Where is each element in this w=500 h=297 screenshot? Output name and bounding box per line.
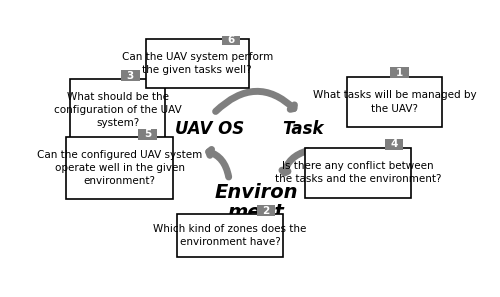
Text: 2: 2 (262, 206, 270, 216)
Text: 6: 6 (228, 34, 234, 45)
FancyBboxPatch shape (146, 39, 248, 88)
Text: 3: 3 (126, 71, 134, 81)
FancyBboxPatch shape (304, 148, 411, 198)
FancyBboxPatch shape (348, 77, 442, 127)
Text: Can the configured UAV system
operate well in the given
environment?: Can the configured UAV system operate we… (37, 150, 202, 187)
Text: What should be the
configuration of the UAV
system?: What should be the configuration of the … (54, 92, 182, 128)
Text: UAV OS: UAV OS (175, 120, 244, 138)
Text: Which kind of zones does the
environment have?: Which kind of zones does the environment… (154, 224, 307, 247)
FancyBboxPatch shape (384, 139, 403, 150)
FancyBboxPatch shape (222, 34, 240, 45)
FancyBboxPatch shape (66, 138, 173, 199)
Text: Can the UAV system perform
the given tasks well?: Can the UAV system perform the given tas… (122, 52, 273, 75)
FancyBboxPatch shape (256, 205, 275, 216)
FancyBboxPatch shape (138, 129, 157, 140)
Text: Task: Task (282, 120, 324, 138)
Text: 5: 5 (144, 129, 152, 139)
FancyBboxPatch shape (177, 214, 284, 257)
Text: What tasks will be managed by
the UAV?: What tasks will be managed by the UAV? (313, 90, 476, 113)
Text: Environ
ment: Environ ment (214, 183, 298, 222)
Text: 4: 4 (390, 139, 398, 149)
Text: Is there any conflict between
the tasks and the environment?: Is there any conflict between the tasks … (274, 161, 441, 184)
FancyBboxPatch shape (121, 70, 140, 81)
FancyBboxPatch shape (390, 67, 409, 78)
FancyBboxPatch shape (70, 79, 165, 141)
Text: 1: 1 (396, 68, 403, 78)
